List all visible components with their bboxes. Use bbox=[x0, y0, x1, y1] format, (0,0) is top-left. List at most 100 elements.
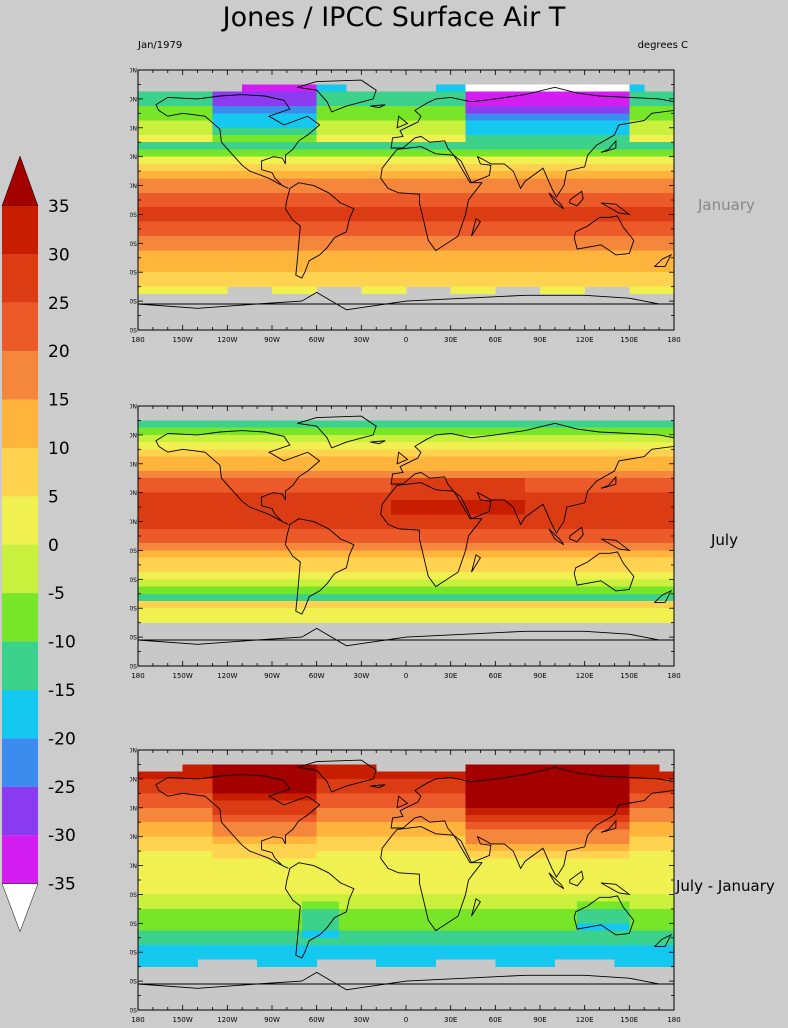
lon-tick-label: 60W bbox=[309, 336, 325, 344]
colorbar-label: 0 bbox=[48, 536, 59, 556]
lon-tick-label: 120W bbox=[217, 672, 237, 680]
lat-tick-label: 10S bbox=[130, 892, 137, 899]
lon-tick-label: 30E bbox=[444, 336, 457, 344]
lat-tick-label: 90N bbox=[130, 748, 137, 755]
colorbar-swatch bbox=[2, 206, 38, 254]
lat-tick-label: 10N bbox=[130, 183, 137, 190]
colorbar-label: 5 bbox=[48, 487, 59, 507]
lon-tick-label: 120E bbox=[576, 336, 594, 344]
colorbar-label: 30 bbox=[48, 245, 70, 265]
lon-tick-label: 90W bbox=[264, 336, 280, 344]
lat-tick-label: 90S bbox=[130, 1008, 137, 1015]
lon-tick-label: 0 bbox=[404, 1016, 408, 1024]
colorbar-label: -30 bbox=[48, 826, 76, 846]
colorbar-label: -25 bbox=[48, 778, 76, 798]
lon-tick-label: 60W bbox=[309, 1016, 325, 1024]
lon-tick-label: 180 bbox=[131, 336, 144, 344]
lon-tick-label: 30E bbox=[444, 672, 457, 680]
colorbar-label: 10 bbox=[48, 439, 70, 459]
colorbar-arrow-bottom bbox=[2, 884, 38, 932]
colorbar-swatch bbox=[2, 448, 38, 496]
colorbar-swatch bbox=[2, 303, 38, 351]
lat-tick-label: 90S bbox=[130, 328, 137, 335]
date-label: Jan/1979 bbox=[138, 40, 182, 51]
colorbar-swatch bbox=[2, 593, 38, 641]
units-label: degrees C bbox=[638, 40, 688, 51]
lon-tick-label: 120E bbox=[576, 672, 594, 680]
colorbar-swatch bbox=[2, 690, 38, 738]
colorbar-label: 35 bbox=[48, 197, 70, 217]
lon-tick-label: 150E bbox=[620, 336, 638, 344]
map-panel-january: 180 150W 120W 90W 60W 30W 0 30E 60E 90E 120E 150E 18… bbox=[130, 62, 684, 348]
lon-tick-label: 120W bbox=[217, 336, 237, 344]
panel-label-january: January bbox=[698, 196, 755, 214]
lat-tick-label: 70S bbox=[130, 635, 137, 642]
lon-tick-label: 150E bbox=[620, 1016, 638, 1024]
colorbar-swatch bbox=[2, 738, 38, 786]
lat-tick-label: 70N bbox=[130, 96, 137, 103]
lon-tick-label: 60E bbox=[489, 1016, 502, 1024]
lon-tick-label: 150W bbox=[173, 672, 193, 680]
colorbar-swatch bbox=[2, 496, 38, 544]
lon-tick-label: 0 bbox=[404, 336, 408, 344]
lon-tick-label: 60E bbox=[489, 336, 502, 344]
lon-tick-label: 180 bbox=[667, 672, 680, 680]
lat-tick-label: 50S bbox=[130, 270, 137, 277]
lon-tick-label: 150W bbox=[173, 336, 193, 344]
lon-tick-label: 180 bbox=[131, 672, 144, 680]
lat-tick-label: 90S bbox=[130, 664, 137, 671]
lat-tick-label: 90N bbox=[130, 68, 137, 75]
lon-tick-label: 60E bbox=[489, 672, 502, 680]
lat-tick-label: 70N bbox=[130, 432, 137, 439]
lon-tick-label: 0 bbox=[404, 672, 408, 680]
lat-tick-label: 30N bbox=[130, 490, 137, 497]
lat-tick-label: 50S bbox=[130, 606, 137, 613]
lat-tick-label: 30N bbox=[130, 154, 137, 161]
colorbar-swatch bbox=[2, 400, 38, 448]
lat-tick-label: 10N bbox=[130, 863, 137, 870]
lat-tick-label: 50N bbox=[130, 461, 137, 468]
lon-tick-label: 90W bbox=[264, 672, 280, 680]
lat-tick-label: 10S bbox=[130, 212, 137, 219]
lon-tick-label: 180 bbox=[667, 1016, 680, 1024]
colorbar-swatch bbox=[2, 545, 38, 593]
lon-tick-label: 150W bbox=[173, 1016, 193, 1024]
lat-tick-label: 30S bbox=[130, 241, 137, 248]
lat-tick-label: 70N bbox=[130, 776, 137, 783]
lat-tick-label: 10S bbox=[130, 548, 137, 555]
colorbar-swatch bbox=[2, 835, 38, 883]
lat-tick-label: 30S bbox=[130, 577, 137, 584]
lon-tick-label: 30E bbox=[444, 1016, 457, 1024]
lon-tick-label: 90E bbox=[533, 672, 546, 680]
lat-tick-label: 90N bbox=[130, 404, 137, 411]
colorbar-label: -10 bbox=[48, 633, 76, 653]
lon-tick-label: 120E bbox=[576, 1016, 594, 1024]
plot-title: Jones / IPCC Surface Air T bbox=[0, 2, 788, 33]
colorbar-swatch bbox=[2, 351, 38, 399]
lon-tick-label: 90E bbox=[533, 336, 546, 344]
lon-tick-label: 180 bbox=[667, 336, 680, 344]
panel-label-july-minus-january: July - January bbox=[676, 877, 775, 895]
lon-tick-label: 30W bbox=[353, 336, 369, 344]
lon-tick-label: 60W bbox=[309, 672, 325, 680]
lon-tick-label: 180 bbox=[131, 1016, 144, 1024]
lat-tick-label: 30N bbox=[130, 834, 137, 841]
lat-tick-label: 30S bbox=[130, 921, 137, 928]
colorbar-label: 25 bbox=[48, 294, 70, 314]
lon-tick-label: 120W bbox=[217, 1016, 237, 1024]
colorbar-swatch bbox=[2, 642, 38, 690]
lon-tick-label: 150E bbox=[620, 672, 638, 680]
colorbar-label: -35 bbox=[48, 875, 76, 895]
lat-tick-label: 70S bbox=[130, 299, 137, 306]
colorbar-label: -20 bbox=[48, 729, 76, 749]
lon-tick-label: 90W bbox=[264, 1016, 280, 1024]
colorbar-swatch bbox=[2, 254, 38, 302]
lat-tick-label: 50N bbox=[130, 125, 137, 132]
colorbar-swatch bbox=[2, 787, 38, 835]
lon-tick-label: 90E bbox=[533, 1016, 546, 1024]
lat-tick-label: 50N bbox=[130, 805, 137, 812]
panel-label-july: July bbox=[711, 531, 738, 549]
